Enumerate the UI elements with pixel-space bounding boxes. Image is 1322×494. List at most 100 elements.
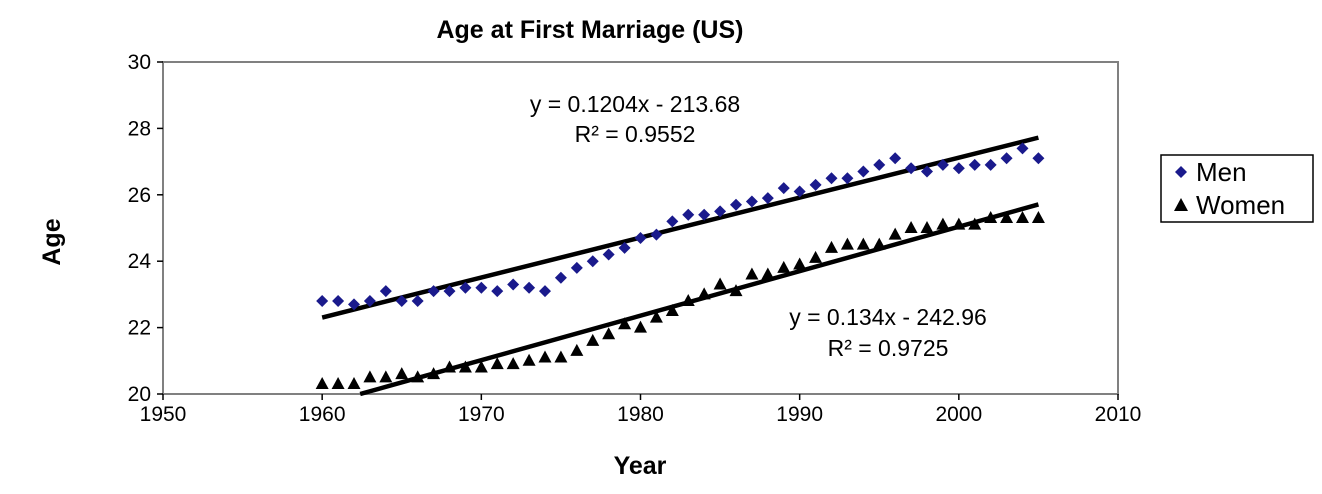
point-women [825, 240, 838, 253]
point-women [315, 377, 329, 390]
point-men [889, 152, 902, 165]
point-women [729, 284, 743, 297]
point-women [586, 333, 600, 346]
point-women [618, 317, 632, 330]
point-men [395, 295, 408, 308]
legend-triangle-icon [1174, 198, 1188, 211]
point-men [841, 172, 854, 185]
point-men [602, 248, 615, 261]
point-men [570, 261, 583, 274]
women-trendline-r2: R² = 0.9725 [828, 335, 949, 361]
point-women [809, 250, 823, 263]
y-tick-label: 20 [128, 383, 151, 406]
point-men [316, 295, 329, 308]
point-women [793, 257, 807, 270]
point-women [570, 343, 584, 356]
point-women [411, 370, 425, 383]
point-men [761, 192, 774, 205]
point-men [905, 162, 918, 175]
point-men [650, 228, 663, 241]
women-trendline-equation: y = 0.134x - 242.96 [789, 304, 987, 330]
legend: Men Women [1160, 154, 1314, 223]
point-men [459, 281, 472, 294]
point-men [332, 295, 345, 308]
point-women [347, 377, 361, 390]
men-trendline-r2: R² = 0.9552 [575, 121, 696, 147]
point-men [507, 278, 520, 291]
point-women [506, 357, 520, 370]
point-men [523, 281, 536, 294]
point-women [681, 294, 695, 307]
point-women [713, 277, 727, 290]
point-women [1000, 211, 1014, 224]
point-men [825, 172, 838, 185]
x-tick-label: 2000 [935, 403, 982, 426]
point-women [840, 237, 854, 250]
point-women [538, 350, 552, 363]
point-men [714, 205, 727, 218]
point-men [873, 158, 886, 171]
y-tick-label: 24 [128, 250, 152, 273]
point-women [856, 237, 870, 250]
point-women [443, 360, 456, 373]
point-men [952, 162, 965, 175]
point-women [984, 211, 998, 224]
point-men [411, 295, 424, 308]
point-men [921, 165, 933, 178]
point-women [634, 320, 647, 333]
point-women [427, 367, 441, 380]
point-women [649, 310, 663, 323]
x-axis: 1950 1960 1970 1980 1990 2000 2010 [140, 394, 1142, 426]
point-women [458, 360, 472, 373]
chart-title: Age at First Marriage (US) [436, 16, 743, 44]
point-women [697, 287, 711, 300]
y-tick-label: 28 [128, 117, 151, 140]
point-men [730, 198, 742, 211]
point-women [379, 370, 393, 383]
point-men [857, 165, 870, 178]
point-men [936, 158, 949, 171]
x-tick-label: 1960 [299, 403, 346, 426]
men-trendline-equation: y = 0.1204x - 213.68 [530, 91, 740, 117]
x-tick-label: 1980 [617, 403, 664, 426]
point-men [554, 271, 567, 284]
data-points [315, 142, 1045, 390]
point-men [698, 208, 711, 221]
x-tick-label: 1990 [776, 403, 823, 426]
point-men [682, 208, 695, 221]
y-tick-label: 30 [128, 51, 151, 74]
point-men [539, 285, 551, 298]
point-women [363, 370, 377, 383]
y-axis: 20 22 24 26 28 30 [128, 51, 163, 406]
point-women [522, 353, 536, 366]
x-axis-title: Year [614, 452, 667, 480]
point-men [618, 241, 631, 254]
point-women [474, 360, 488, 373]
point-men [475, 281, 488, 294]
x-tick-label: 2010 [1095, 403, 1142, 426]
point-women [968, 217, 982, 230]
point-men [809, 178, 822, 191]
point-men [491, 285, 504, 298]
point-women [920, 221, 934, 233]
point-women [936, 217, 950, 230]
point-women [761, 267, 775, 280]
point-men [363, 295, 376, 308]
point-men [745, 195, 758, 208]
point-men [777, 182, 790, 195]
y-axis-title: Age [38, 218, 66, 265]
point-women [395, 367, 409, 380]
point-women [888, 227, 902, 240]
legend-diamond-icon [1175, 166, 1187, 178]
point-women [331, 377, 345, 390]
point-men [379, 285, 392, 298]
point-men [443, 285, 456, 298]
point-men [666, 215, 679, 228]
legend-label-men: Men [1196, 157, 1247, 187]
point-men [1016, 142, 1029, 155]
y-tick-label: 22 [128, 317, 151, 340]
point-men [427, 285, 440, 298]
point-women [1016, 211, 1029, 224]
point-women [777, 260, 791, 273]
